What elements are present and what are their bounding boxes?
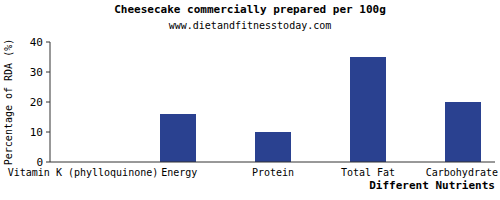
y-tick: [46, 102, 50, 103]
title: Cheesecake commercially prepared per 100…: [114, 3, 386, 16]
y-tick-label: 30: [30, 66, 43, 79]
chart: Cheesecake commercially prepared per 100…: [0, 0, 500, 200]
x-axis: [50, 162, 495, 163]
x-tick-label: Vitamin K (phylloquinone): [8, 167, 159, 178]
x-tick-label: Carbohydrate: [426, 167, 498, 178]
subtitle: www.dietandfitnesstoday.com: [169, 20, 332, 31]
bar: [445, 102, 481, 162]
y-tick-label: 10: [30, 126, 43, 139]
bar: [350, 57, 386, 162]
bars: [160, 57, 481, 162]
y-tick-label: 20: [30, 96, 43, 109]
y-tick: [46, 162, 50, 163]
bar: [255, 132, 291, 162]
x-tick-label: Energy: [161, 167, 197, 178]
x-axis-label: Different Nutrients: [369, 179, 495, 192]
bar: [160, 114, 196, 162]
y-tick: [46, 42, 50, 43]
y-axis-label: Percentage of RDA (%): [3, 39, 14, 165]
x-tick-label: Protein: [252, 167, 294, 178]
y-tick: [46, 72, 50, 73]
y-tick: [46, 132, 50, 133]
y-tick-label: 40: [30, 36, 43, 49]
x-tick-label: Total Fat: [341, 167, 395, 178]
